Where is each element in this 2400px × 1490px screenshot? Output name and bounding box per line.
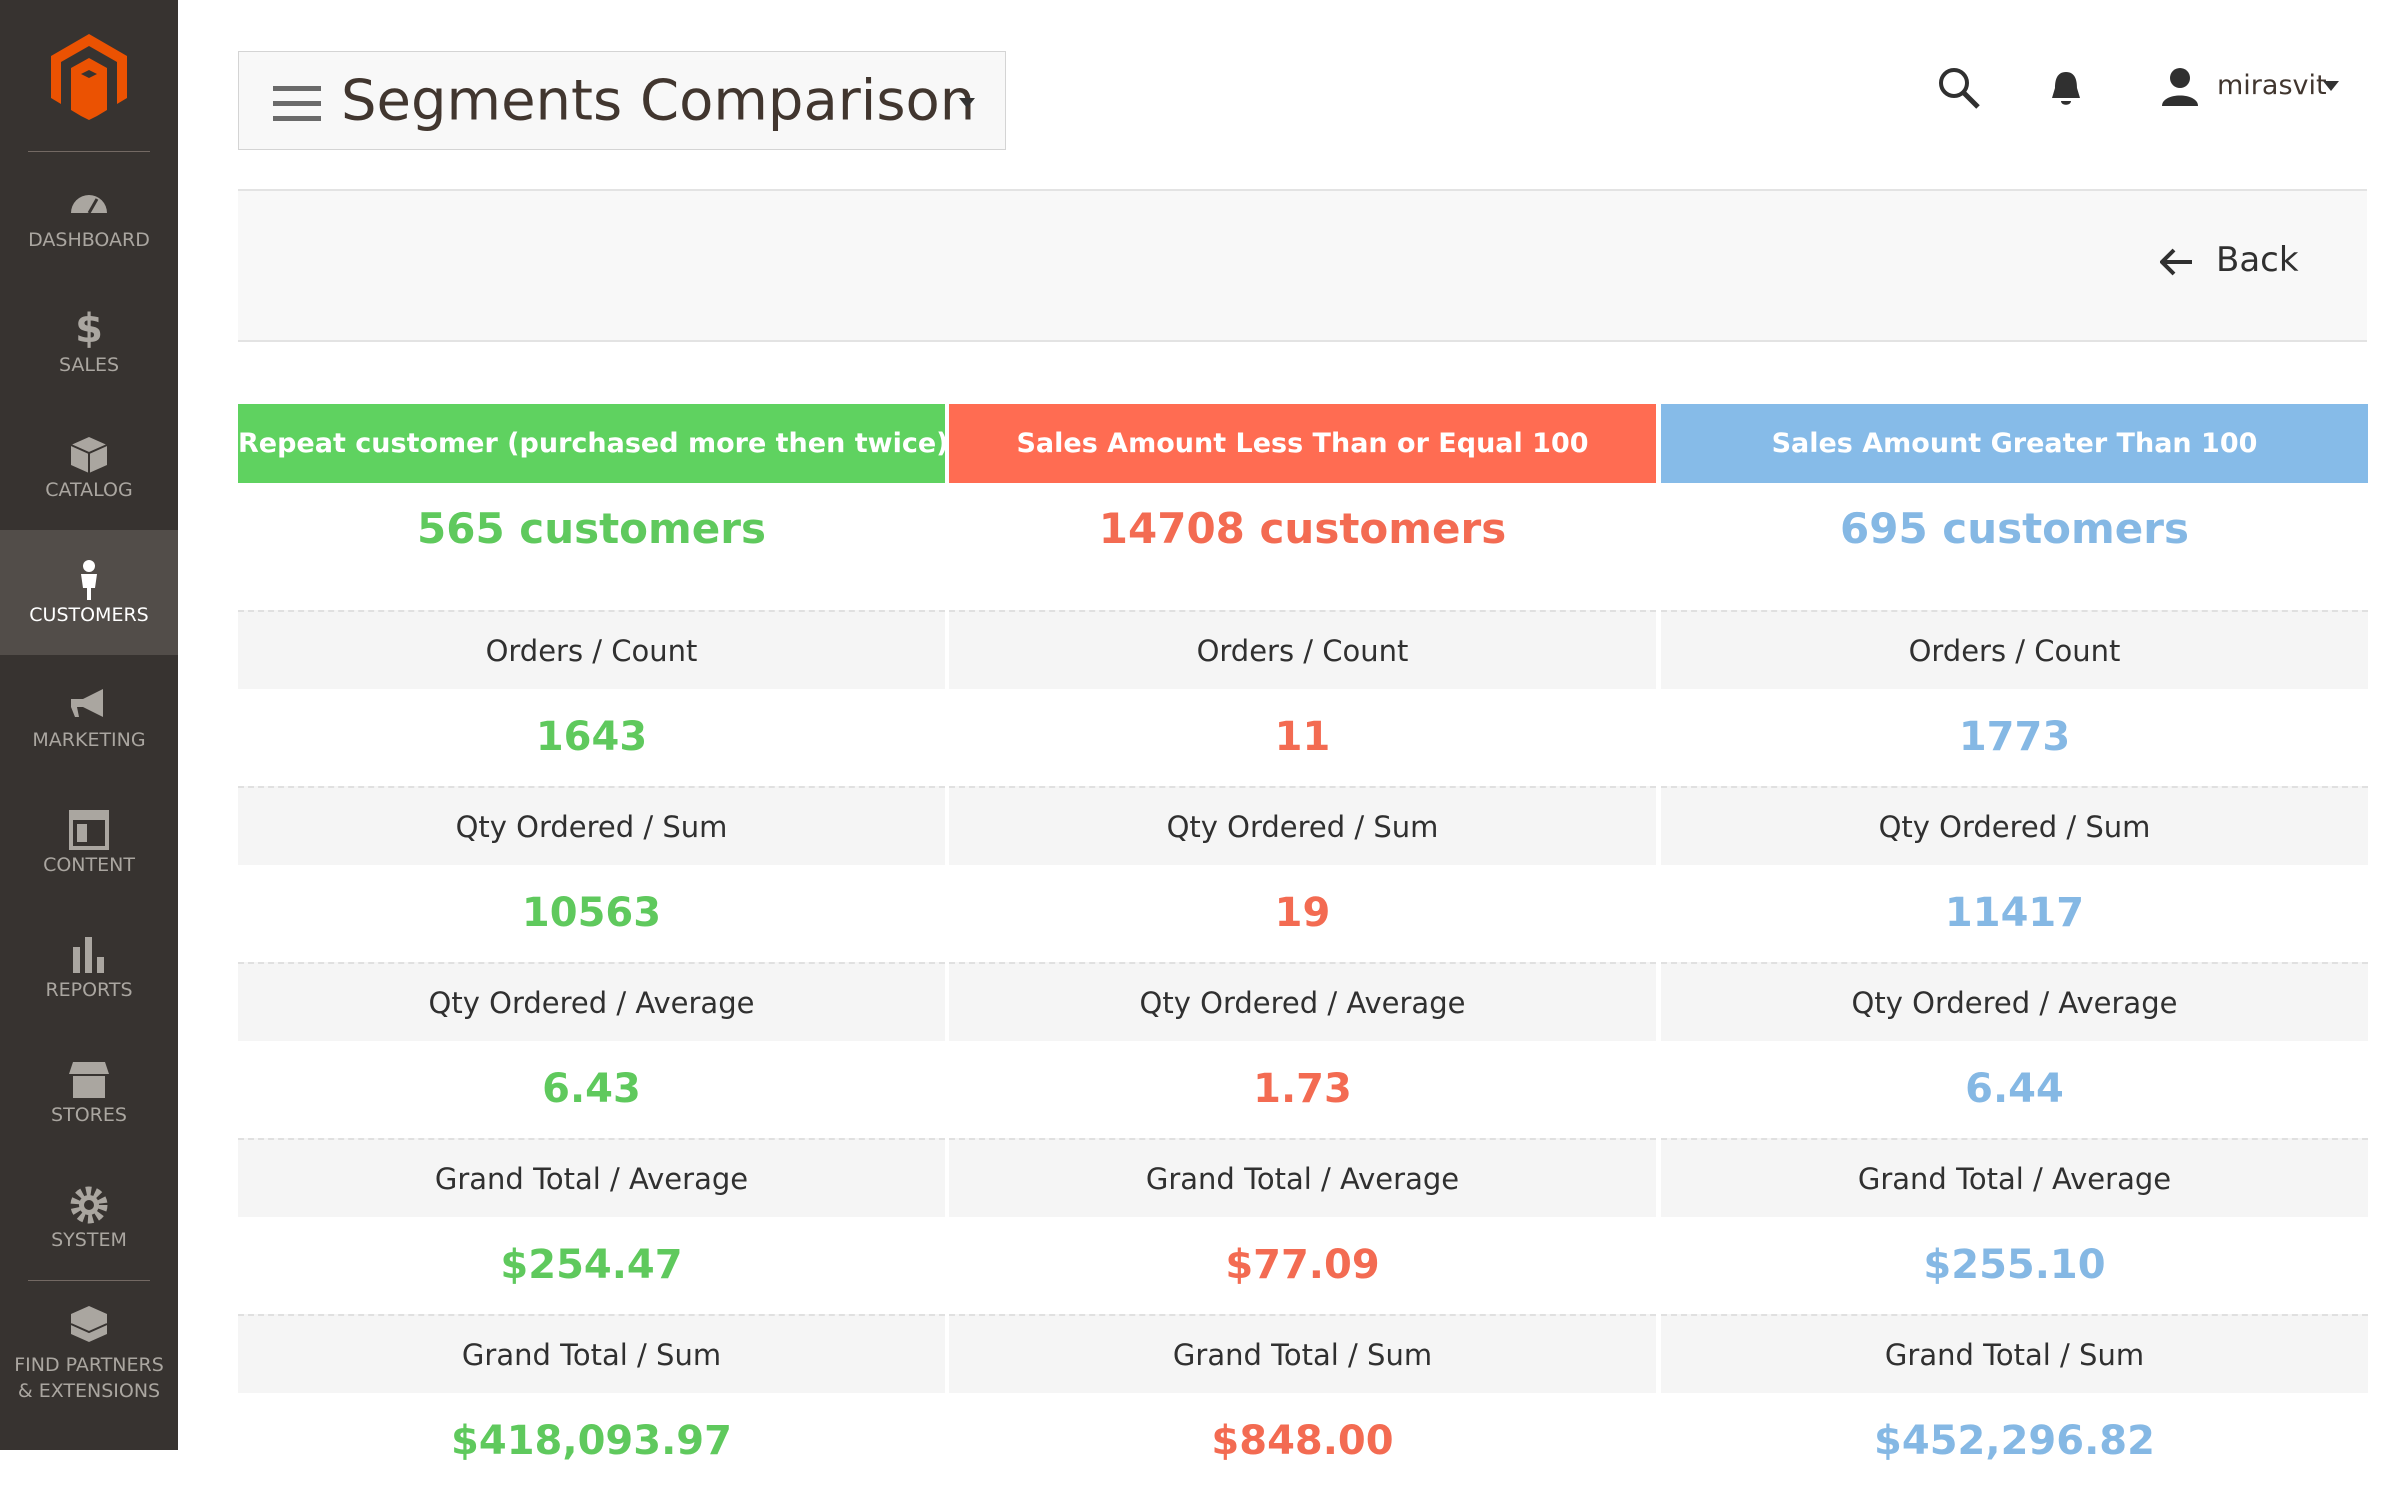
nav-item[interactable]: $ SALES [0, 280, 178, 405]
dropdown-caret [959, 98, 975, 108]
segment-column: Sales Amount Greater Than 100 695 custome… [1661, 404, 2368, 1490]
metric-value: 19 [1274, 890, 1331, 936]
metric-value: 1.73 [1253, 1066, 1352, 1112]
metric-label: Grand Total / Sum [949, 1314, 1656, 1393]
nav-label: CONTENT [43, 854, 135, 876]
menu-icon [273, 86, 321, 121]
nav-item[interactable]: DASHBOARD [0, 155, 178, 280]
nav-label: STORES [51, 1104, 127, 1126]
metric-label: Grand Total / Average [1661, 1138, 2368, 1217]
back-arrow [2159, 248, 2192, 275]
metric-label: Qty Ordered / Average [238, 962, 945, 1041]
nav-label: DASHBOARD [28, 229, 150, 251]
metric-value: $254.47 [500, 1242, 683, 1288]
user-caret [2323, 81, 2339, 91]
metric-value: 1643 [535, 714, 648, 760]
metric-value: 10563 [521, 890, 662, 936]
nav-icon [71, 195, 107, 214]
metric-label: Qty Ordered / Average [1661, 962, 2368, 1041]
nav-label: SYSTEM [51, 1229, 127, 1251]
metric-label: Grand Total / Sum [1661, 1314, 2368, 1393]
nav-item[interactable]: CUSTOMERS [0, 530, 178, 655]
metric-label: Qty Ordered / Average [949, 962, 1656, 1041]
metric-label: Qty Ordered / Sum [238, 786, 945, 865]
svg-text:$: $ [75, 308, 103, 352]
nav-icon [70, 1186, 108, 1224]
nav-icon [73, 937, 104, 973]
separator [28, 1280, 150, 1281]
nav-label: CUSTOMERS [29, 604, 149, 626]
metric-label: Grand Total / Average [238, 1138, 945, 1217]
nav-label: MARKETING [32, 729, 146, 751]
metric-value: 1773 [1958, 714, 2071, 760]
nav-icon [81, 560, 97, 600]
customer-count: 14708 customers [1098, 504, 1507, 553]
nav-label: FIND PARTNERS & EXTENSIONS [14, 1354, 164, 1402]
metric-value: 6.43 [542, 1066, 641, 1112]
metric-value: 6.44 [1965, 1066, 2064, 1112]
back-button[interactable]: Back [2159, 240, 2299, 280]
nav-label: REPORTS [45, 979, 133, 1001]
metric-label: Qty Ordered / Sum [949, 786, 1656, 865]
nav-label: CATALOG [45, 479, 133, 501]
nav-icon [69, 810, 109, 850]
nav-icon [69, 1062, 109, 1098]
metric-value: $255.10 [1923, 1242, 2106, 1288]
nav-item[interactable]: FIND PARTNERS & EXTENSIONS [0, 1280, 178, 1405]
nav-item[interactable]: STORES [0, 1030, 178, 1155]
customer-count: 565 customers [417, 504, 766, 553]
metric-label: Orders / Count [949, 610, 1656, 689]
metric-label: Grand Total / Average [949, 1138, 1656, 1217]
separator [28, 151, 150, 152]
title-switcher[interactable]: Segments Comparison [238, 51, 1006, 150]
nav-icon [70, 1306, 108, 1342]
metric-label: Orders / Count [238, 610, 945, 689]
page: DASHBOARD $ SALES CATALOG CUSTOMERS MARKETING… [0, 0, 2368, 1464]
nav-icon [70, 437, 108, 473]
metric-label: Orders / Count [1661, 610, 2368, 689]
user-icon [2162, 68, 2198, 106]
segment-header: Sales Amount Less Than or Equal 100 [949, 404, 1656, 483]
metric-value: 11417 [1944, 890, 2085, 936]
search-icon[interactable] [1937, 66, 1981, 110]
metric-label: Grand Total / Sum [238, 1314, 945, 1393]
nav-item[interactable]: SYSTEM [0, 1155, 178, 1280]
logo[interactable] [51, 34, 127, 120]
segment-column: Sales Amount Less Than or Equal 100 14708… [949, 404, 1656, 1490]
sidebar: DASHBOARD $ SALES CATALOG CUSTOMERS MARKETING… [0, 0, 178, 1450]
user-menu[interactable]: mirasvit [2217, 70, 2327, 101]
back-label: Back [2216, 240, 2299, 280]
segment-column: Repeat customer (purchased more then twi… [238, 404, 948, 1490]
metric-value: $418,093.97 [451, 1418, 732, 1464]
metric-value: $452,296.82 [1874, 1418, 2155, 1464]
customer-count: 695 customers [1840, 504, 2189, 553]
nav-item[interactable]: CATALOG [0, 405, 178, 530]
nav-icon [71, 689, 103, 717]
segment-header: Sales Amount Greater Than 100 [1661, 404, 2368, 483]
notifications-icon[interactable] [2050, 70, 2082, 108]
nav-item[interactable]: REPORTS [0, 905, 178, 1030]
nav-item[interactable]: MARKETING [0, 655, 178, 780]
nav-label: SALES [58, 354, 120, 376]
nav-item[interactable]: CONTENT [0, 780, 178, 905]
segment-header: Repeat customer (purchased more then twi… [238, 404, 948, 483]
nav-icon: $ [75, 308, 103, 352]
toolbar [238, 189, 2367, 342]
page-title: Segments Comparison [341, 68, 976, 133]
metric-value: $77.09 [1225, 1242, 1380, 1288]
metric-value: 11 [1274, 714, 1331, 760]
metric-value: $848.00 [1211, 1418, 1394, 1464]
metric-label: Qty Ordered / Sum [1661, 786, 2368, 865]
